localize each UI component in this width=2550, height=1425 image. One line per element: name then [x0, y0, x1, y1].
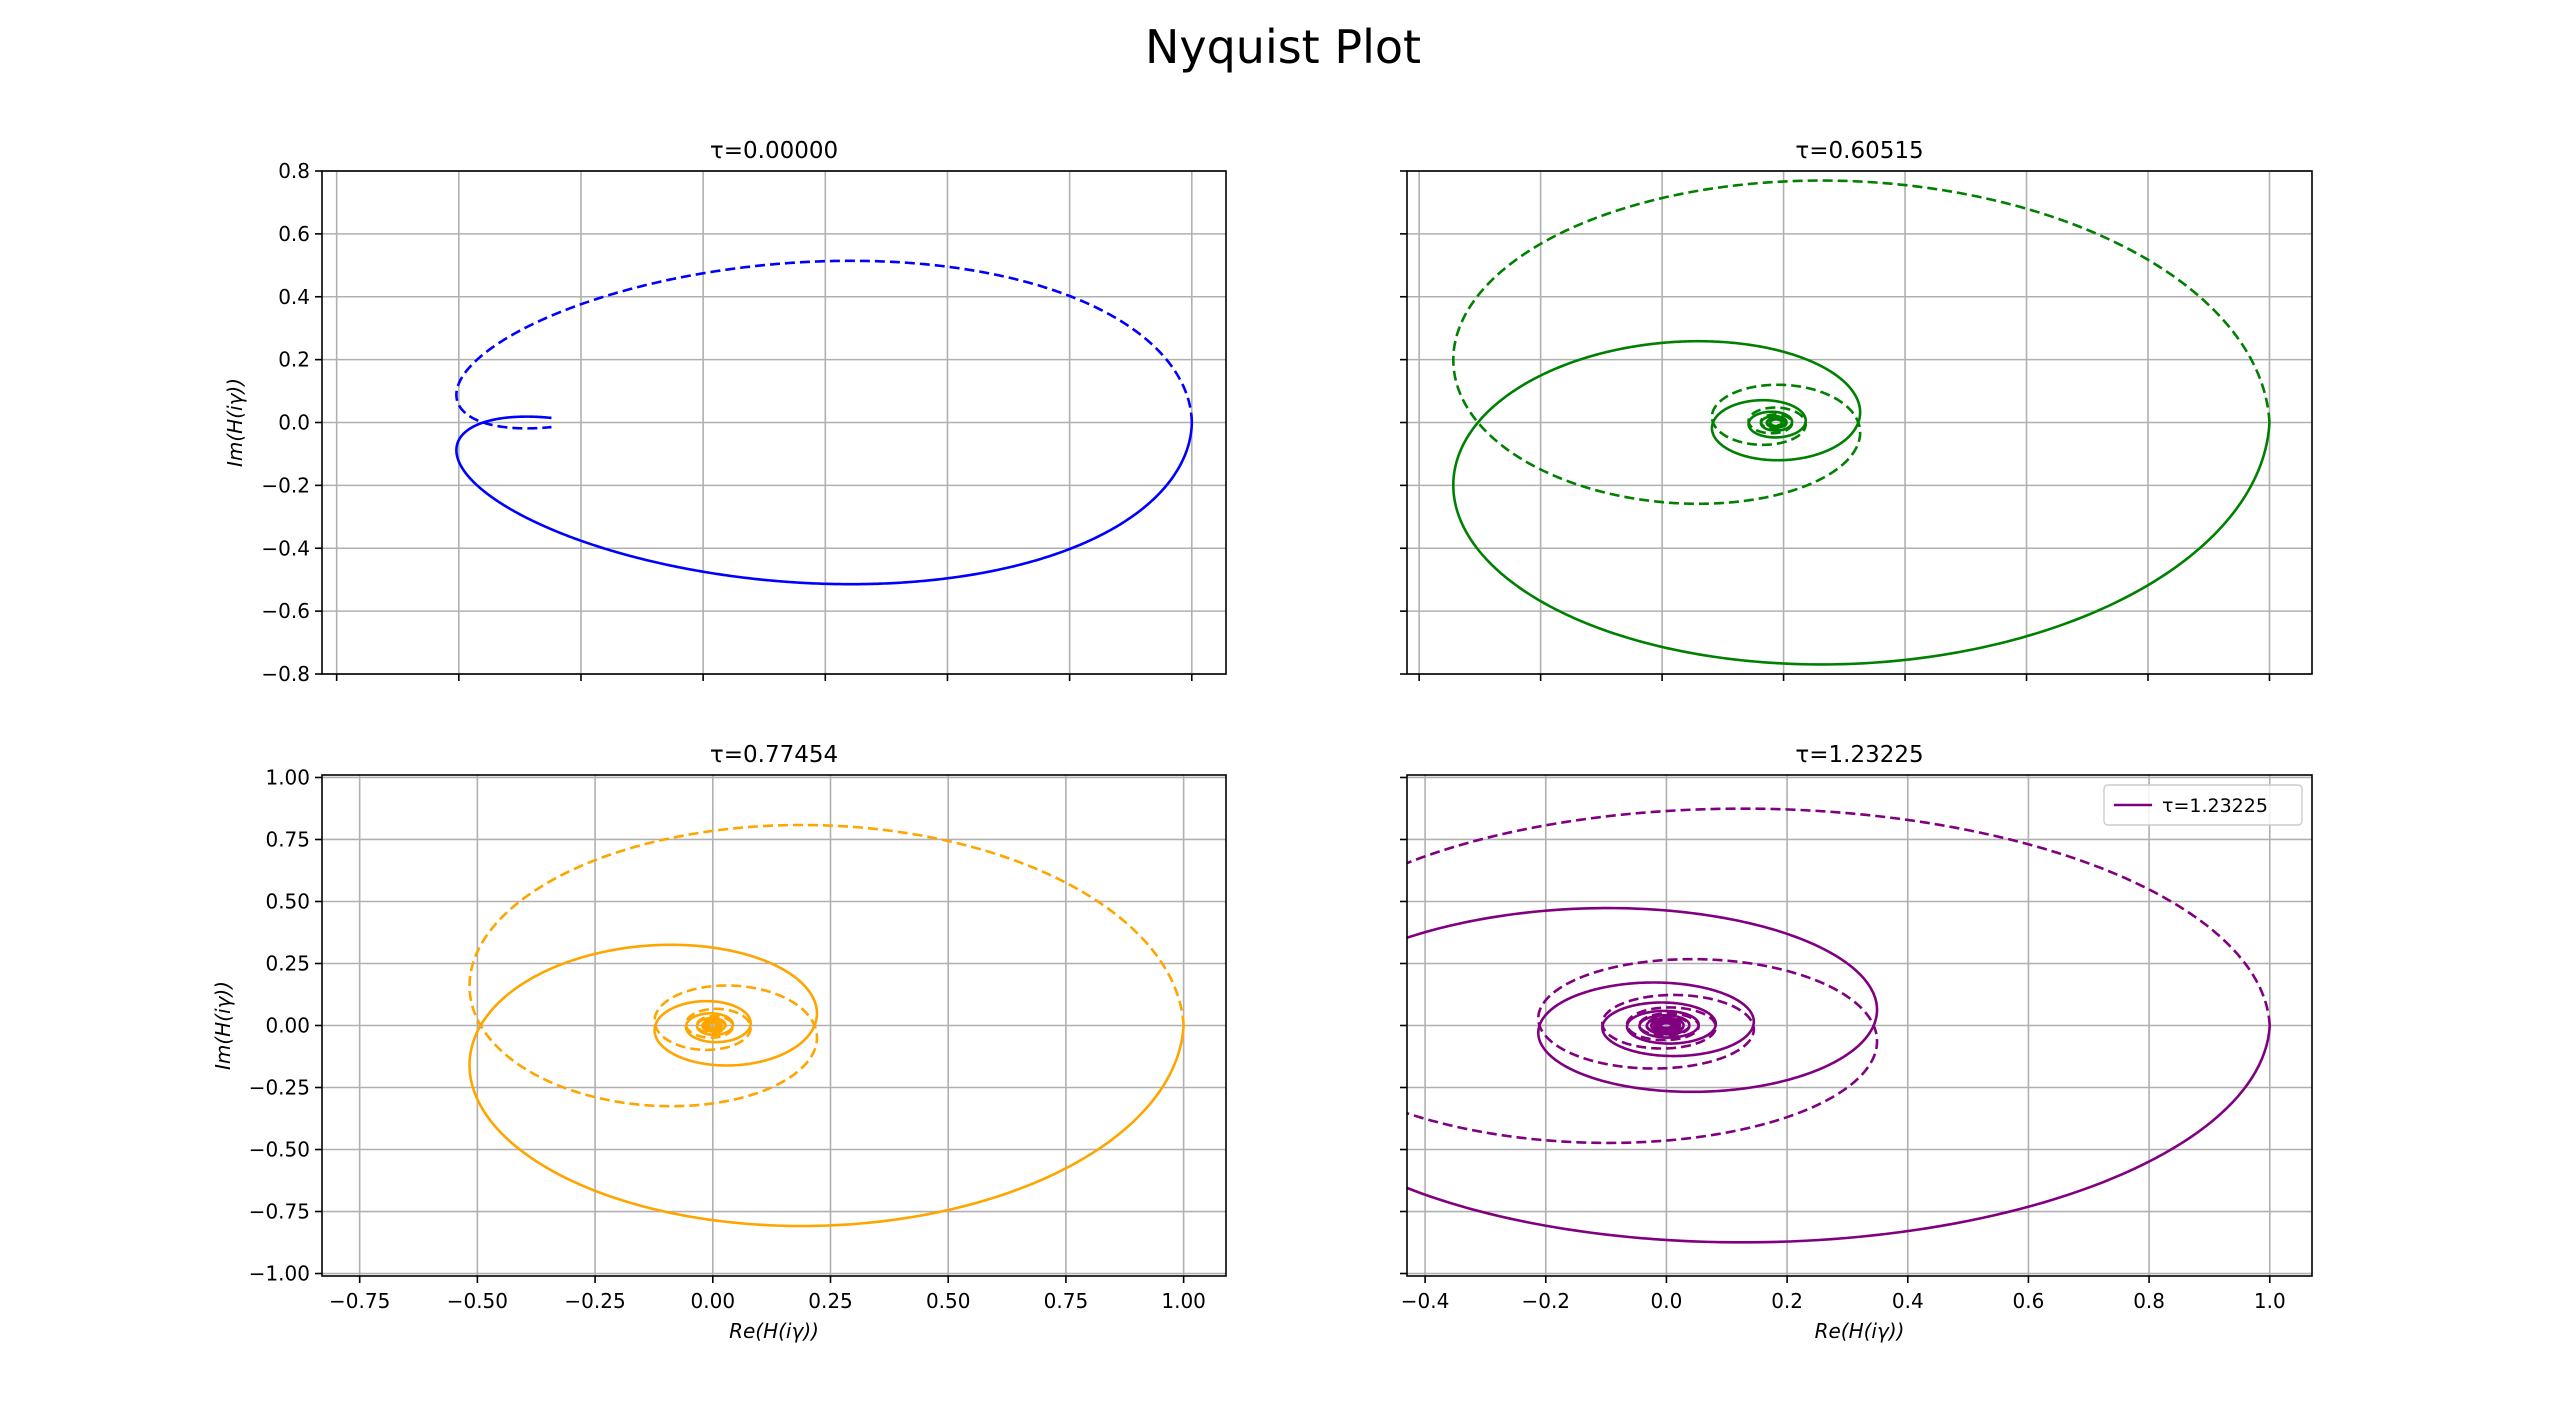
series-solid-positive-frequency — [468, 943, 1185, 1228]
legend-box — [2103, 784, 2303, 826]
y-tick-label: 0.50 — [265, 889, 310, 913]
x-tick-label: 0.50 — [926, 1289, 971, 1313]
y-tick-label: −0.6 — [261, 599, 310, 623]
grid-lines — [1407, 775, 2312, 1276]
x-tick-label: 1.00 — [1161, 1289, 1206, 1313]
y-axis-label: Im(H(iγ)) — [211, 981, 235, 1070]
subplot-4: −0.4 −0.2 0.0 0.2 0.4 0.6 0.8 1.0 τ=1.23225 Re(H(… — [1400, 742, 2313, 1343]
subplot-2: τ=0.60515 — [1400, 138, 2313, 681]
axis-ticks: −0.8 −0.6 −0.4 −0.2 0.0 0.2 0.4 0.6 0.8 — [261, 159, 1193, 686]
series-dashed-negative-frequency — [1407, 807, 2272, 1145]
nyquist-curves — [455, 259, 1194, 586]
axis-ticks: −0.75 −0.50 −0.25 0.00 0.25 0.50 0.75 1.00 −1.00… — [249, 765, 1206, 1313]
y-tick-label: −0.25 — [249, 1076, 310, 1100]
series-solid-positive-frequency — [1451, 339, 2271, 666]
y-tick-label: −0.2 — [261, 473, 310, 497]
nyquist-curves — [1407, 807, 2272, 1244]
subplot-title: τ=0.77454 — [710, 742, 838, 768]
y-tick-label: −1.00 — [249, 1262, 310, 1286]
x-tick-label: −0.4 — [1401, 1289, 1450, 1313]
y-tick-label: 0.00 — [265, 1014, 310, 1038]
subplot-1: −0.8 −0.6 −0.4 −0.2 0.0 0.2 0.4 0.6 0.8 τ=0.00000… — [223, 138, 1227, 686]
figure-title: Nyquist Plot — [1145, 20, 1421, 74]
nyquist-curves — [468, 823, 1185, 1228]
y-tick-label: 0.6 — [278, 222, 310, 246]
legend: τ=1.23225 — [2103, 784, 2303, 826]
subplot-title: τ=1.23225 — [1795, 742, 1923, 768]
x-tick-label: 0.0 — [1651, 1289, 1683, 1313]
y-tick-label: −0.4 — [261, 536, 310, 560]
axis-ticks — [1400, 170, 2271, 681]
subplot-title: τ=0.00000 — [710, 138, 838, 164]
x-tick-label: −0.75 — [329, 1289, 390, 1313]
y-tick-label: 0.2 — [278, 348, 310, 372]
grid-lines — [322, 775, 1226, 1276]
y-tick-label: 0.8 — [278, 159, 310, 183]
y-tick-label: −0.50 — [249, 1138, 310, 1162]
subplot-title: τ=0.60515 — [1795, 138, 1923, 164]
y-tick-label: 0.4 — [278, 285, 310, 309]
grid-lines — [322, 170, 1226, 675]
x-tick-label: 0.25 — [808, 1289, 853, 1313]
x-tick-label: 0.75 — [1044, 1289, 1089, 1313]
x-tick-label: −0.50 — [447, 1289, 508, 1313]
y-tick-label: 0.0 — [278, 411, 310, 435]
y-tick-label: 0.75 — [265, 827, 310, 851]
x-tick-label: 0.00 — [691, 1289, 736, 1313]
axis-ticks: −0.4 −0.2 0.0 0.2 0.4 0.6 0.8 1.0 — [1400, 776, 2286, 1313]
subplot-3: −0.75 −0.50 −0.25 0.00 0.25 0.50 0.75 1.00 −1.00… — [211, 742, 1227, 1343]
x-tick-label: 0.6 — [2013, 1289, 2045, 1313]
x-tick-label: −0.25 — [564, 1289, 625, 1313]
series-solid-positive-frequency — [455, 415, 1194, 586]
legend-label: τ=1.23225 — [2162, 795, 2268, 817]
y-tick-label: 0.25 — [265, 951, 310, 975]
subplot-grid: −0.8 −0.6 −0.4 −0.2 0.0 0.2 0.4 0.6 0.8 τ=0.00000… — [211, 138, 2313, 1343]
y-tick-label: 1.00 — [265, 765, 310, 789]
x-axis-label: Re(H(iγ)) — [1815, 1319, 1905, 1343]
x-tick-label: 1.0 — [2254, 1289, 2286, 1313]
x-tick-label: 0.2 — [1771, 1289, 1803, 1313]
x-tick-label: 0.8 — [2133, 1289, 2165, 1313]
series-dashed-negative-frequency — [468, 823, 1185, 1108]
y-axis-label: Im(H(iγ)) — [223, 378, 247, 467]
x-axis-label: Re(H(iγ)) — [729, 1319, 819, 1343]
series-dashed-negative-frequency — [1451, 179, 2271, 506]
nyquist-curves — [1451, 179, 2271, 666]
x-tick-label: 0.4 — [1892, 1289, 1924, 1313]
y-tick-label: −0.8 — [261, 662, 310, 686]
series-solid-positive-frequency — [1407, 906, 2272, 1244]
x-tick-label: −0.2 — [1521, 1289, 1570, 1313]
y-tick-label: −0.75 — [249, 1200, 310, 1224]
series-dashed-negative-frequency — [455, 259, 1194, 430]
